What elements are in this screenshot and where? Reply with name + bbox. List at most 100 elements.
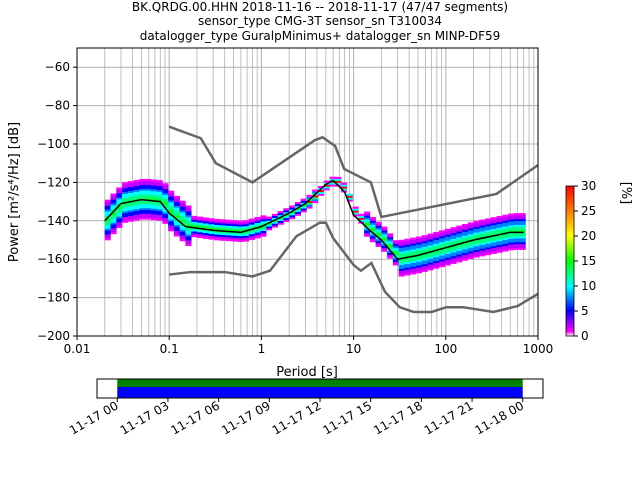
pdf-cell (237, 235, 244, 239)
pdf-cell (375, 239, 382, 242)
pdf-cell (168, 192, 175, 195)
pdf-cell (467, 255, 474, 258)
pdf-cell (502, 228, 509, 231)
y-tick-label: −120 (37, 175, 70, 189)
pdf-cell (104, 232, 111, 235)
pdf-cell (444, 247, 451, 251)
pdf-cell (173, 230, 180, 233)
pdf-cell (479, 229, 486, 232)
pdf-cell (496, 246, 503, 249)
pdf-cell (237, 232, 244, 235)
pdf-cell (162, 190, 169, 194)
pdf-cell (133, 197, 140, 200)
pdf-cell (467, 249, 474, 252)
pdf-cell (364, 228, 371, 232)
pdf-cell (122, 203, 129, 206)
pdf-cell (116, 218, 123, 221)
pdf-cell (214, 218, 221, 222)
pdf-cell (444, 242, 451, 245)
y-tick-label: −80 (45, 99, 70, 113)
pdf-cell (421, 267, 428, 271)
pdf-cell (185, 220, 192, 224)
pdf-cell (508, 227, 515, 230)
y-axis-label: Power [m²/s⁴/Hz] [dB] (7, 122, 22, 262)
pdf-cell (271, 223, 278, 226)
pdf-cell (162, 198, 169, 201)
pdf-cell (392, 242, 399, 245)
pdf-cell (375, 231, 382, 234)
pdf-cell (433, 260, 440, 263)
pdf-cell (375, 225, 382, 228)
pdf-cell (421, 262, 428, 265)
pdf-cell (317, 193, 325, 196)
pdf-cell (185, 211, 192, 214)
pdf-cell (110, 222, 117, 225)
pdf-cell (168, 198, 175, 201)
pdf-cell (173, 197, 180, 201)
colorbar-tick-label: 10 (581, 279, 596, 293)
pdf-cell (335, 176, 342, 180)
pdf-cell (410, 268, 417, 271)
pdf-cell (225, 221, 232, 224)
pdf-cell (415, 240, 422, 243)
pdf-cell (179, 221, 186, 225)
pdf-cell (110, 231, 117, 235)
pdf-cell (139, 201, 146, 205)
pdf-cell (243, 220, 250, 223)
pdf-cell (427, 237, 434, 240)
pdf-cell (214, 230, 221, 233)
pdf-cell (519, 232, 526, 235)
pdf-cell (467, 222, 474, 225)
pdf-cell (404, 261, 411, 264)
pdf-cell (173, 215, 180, 218)
pdf-cell (433, 243, 440, 246)
pdf-cell (450, 250, 457, 253)
pdf-cell (462, 243, 469, 246)
pdf-cell (496, 225, 503, 228)
pdf-cell (450, 257, 457, 261)
pdf-cell (289, 205, 296, 208)
pdf-cell (485, 227, 492, 231)
pdf-cell (145, 186, 152, 189)
pdf-cell (202, 221, 209, 224)
pdf-cell (364, 224, 371, 228)
pdf-cell (168, 227, 175, 230)
pdf-cell (266, 228, 273, 231)
pdf-cell (473, 247, 480, 250)
pdf-cell (462, 245, 469, 248)
pdf-cell (248, 237, 255, 241)
pdf-cell (116, 208, 123, 211)
pdf-cell (404, 267, 411, 270)
pdf-cell (490, 251, 497, 254)
pdf-cell (110, 195, 117, 198)
pdf-cell (173, 195, 180, 199)
pdf-cell (300, 200, 307, 203)
pdf-cell (410, 247, 417, 250)
pdf-cell (398, 274, 405, 277)
pdf-cell (145, 178, 152, 182)
pdf-cell (225, 229, 232, 232)
pdf-cell (415, 257, 422, 260)
pdf-cell (427, 258, 434, 261)
pdf-cell (387, 250, 394, 253)
pdf-cell (191, 225, 198, 228)
pdf-cell (427, 246, 434, 250)
y-tick-label: −100 (37, 137, 70, 151)
pdf-cell (162, 194, 169, 197)
pdf-cell (150, 216, 157, 219)
pdf-cell (271, 217, 278, 220)
pdf-cell (156, 210, 163, 214)
pdf-cell (289, 215, 296, 218)
pdf-cell (375, 229, 382, 232)
pdf-cell (254, 228, 261, 231)
pdf-cell (231, 239, 238, 242)
pdf-cell (421, 235, 428, 238)
pdf-cell (490, 244, 497, 247)
pdf-cell (150, 185, 157, 188)
pdf-cell (139, 213, 146, 216)
pdf-cell (237, 228, 244, 231)
pdf-cell (490, 219, 497, 222)
pdf-cell (243, 233, 250, 236)
pdf-cell (473, 228, 480, 231)
pdf-cell (496, 223, 503, 226)
